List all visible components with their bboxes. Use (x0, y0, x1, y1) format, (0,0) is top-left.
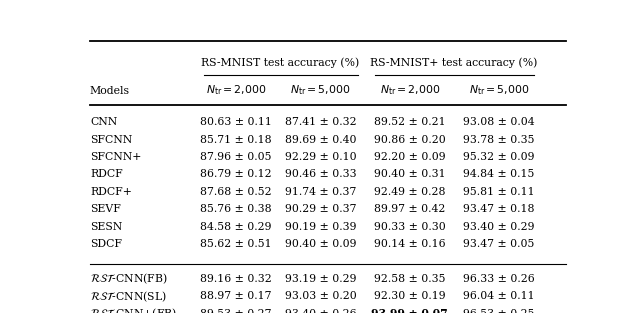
Text: 89.16 ± 0.32: 89.16 ± 0.32 (200, 274, 272, 284)
Text: SESN: SESN (90, 222, 122, 232)
Text: SEVF: SEVF (90, 204, 121, 214)
Text: 90.86 ± 0.20: 90.86 ± 0.20 (374, 135, 445, 145)
Text: 85.62 ± 0.51: 85.62 ± 0.51 (200, 239, 272, 249)
Text: 89.52 ± 0.21: 89.52 ± 0.21 (374, 117, 445, 127)
Text: 93.03 ± 0.20: 93.03 ± 0.20 (285, 291, 356, 301)
Text: SFCNN: SFCNN (90, 135, 132, 145)
Text: 90.29 ± 0.37: 90.29 ± 0.37 (285, 204, 356, 214)
Text: 93.47 ± 0.18: 93.47 ± 0.18 (463, 204, 535, 214)
Text: Models: Models (90, 85, 130, 95)
Text: RS-MNIST test accuracy (%): RS-MNIST test accuracy (%) (200, 58, 359, 68)
Text: RDCF+: RDCF+ (90, 187, 132, 197)
Text: 93.47 ± 0.05: 93.47 ± 0.05 (463, 239, 535, 249)
Text: 90.14 ± 0.16: 90.14 ± 0.16 (374, 239, 445, 249)
Text: 92.30 ± 0.19: 92.30 ± 0.19 (374, 291, 445, 301)
Text: 80.63 ± 0.11: 80.63 ± 0.11 (200, 117, 272, 127)
Text: 85.76 ± 0.38: 85.76 ± 0.38 (200, 204, 272, 214)
Text: $\mathcal{RST}$-CNN+(FB): $\mathcal{RST}$-CNN+(FB) (90, 306, 177, 313)
Text: $N_{\mathrm{tr}} = 5{,}000$: $N_{\mathrm{tr}} = 5{,}000$ (291, 84, 351, 97)
Text: 87.68 ± 0.52: 87.68 ± 0.52 (200, 187, 272, 197)
Text: 92.29 ± 0.10: 92.29 ± 0.10 (285, 152, 356, 162)
Text: 95.81 ± 0.11: 95.81 ± 0.11 (463, 187, 535, 197)
Text: SFCNN+: SFCNN+ (90, 152, 141, 162)
Text: 90.40 ± 0.09: 90.40 ± 0.09 (285, 239, 356, 249)
Text: $\mathcal{RST}$-CNN(FB): $\mathcal{RST}$-CNN(FB) (90, 272, 168, 286)
Text: 93.99 ± 0.07: 93.99 ± 0.07 (371, 308, 448, 313)
Text: 87.41 ± 0.32: 87.41 ± 0.32 (285, 117, 356, 127)
Text: 96.53 ± 0.25: 96.53 ± 0.25 (463, 309, 535, 313)
Text: SDCF: SDCF (90, 239, 122, 249)
Text: 93.78 ± 0.35: 93.78 ± 0.35 (463, 135, 535, 145)
Text: 85.71 ± 0.18: 85.71 ± 0.18 (200, 135, 272, 145)
Text: $N_{\mathrm{tr}} = 2{,}000$: $N_{\mathrm{tr}} = 2{,}000$ (206, 84, 266, 97)
Text: 94.84 ± 0.15: 94.84 ± 0.15 (463, 169, 535, 179)
Text: 86.79 ± 0.12: 86.79 ± 0.12 (200, 169, 272, 179)
Text: 89.53 ± 0.27: 89.53 ± 0.27 (200, 309, 272, 313)
Text: 91.74 ± 0.37: 91.74 ± 0.37 (285, 187, 356, 197)
Text: 90.40 ± 0.31: 90.40 ± 0.31 (374, 169, 445, 179)
Text: 93.08 ± 0.04: 93.08 ± 0.04 (463, 117, 535, 127)
Text: 90.19 ± 0.39: 90.19 ± 0.39 (285, 222, 356, 232)
Text: 93.40 ± 0.29: 93.40 ± 0.29 (463, 222, 535, 232)
Text: RDCF: RDCF (90, 169, 123, 179)
Text: 95.32 ± 0.09: 95.32 ± 0.09 (463, 152, 535, 162)
Text: 92.20 ± 0.09: 92.20 ± 0.09 (374, 152, 445, 162)
Text: 96.04 ± 0.11: 96.04 ± 0.11 (463, 291, 535, 301)
Text: $N_{\mathrm{tr}} = 2{,}000$: $N_{\mathrm{tr}} = 2{,}000$ (380, 84, 440, 97)
Text: 84.58 ± 0.29: 84.58 ± 0.29 (200, 222, 272, 232)
Text: RS-MNIST+ test accuracy (%): RS-MNIST+ test accuracy (%) (369, 58, 537, 68)
Text: $\mathcal{RST}$-CNN(SL): $\mathcal{RST}$-CNN(SL) (90, 289, 167, 304)
Text: 93.40 ± 0.26: 93.40 ± 0.26 (285, 309, 356, 313)
Text: 96.33 ± 0.26: 96.33 ± 0.26 (463, 274, 535, 284)
Text: CNN: CNN (90, 117, 117, 127)
Text: 92.58 ± 0.35: 92.58 ± 0.35 (374, 274, 445, 284)
Text: 93.19 ± 0.29: 93.19 ± 0.29 (285, 274, 356, 284)
Text: 89.69 ± 0.40: 89.69 ± 0.40 (285, 135, 356, 145)
Text: 90.46 ± 0.33: 90.46 ± 0.33 (285, 169, 356, 179)
Text: 87.96 ± 0.05: 87.96 ± 0.05 (200, 152, 272, 162)
Text: 89.97 ± 0.42: 89.97 ± 0.42 (374, 204, 445, 214)
Text: 90.33 ± 0.30: 90.33 ± 0.30 (374, 222, 445, 232)
Text: 92.49 ± 0.28: 92.49 ± 0.28 (374, 187, 445, 197)
Text: $N_{\mathrm{tr}} = 5{,}000$: $N_{\mathrm{tr}} = 5{,}000$ (469, 84, 529, 97)
Text: 88.97 ± 0.17: 88.97 ± 0.17 (200, 291, 272, 301)
